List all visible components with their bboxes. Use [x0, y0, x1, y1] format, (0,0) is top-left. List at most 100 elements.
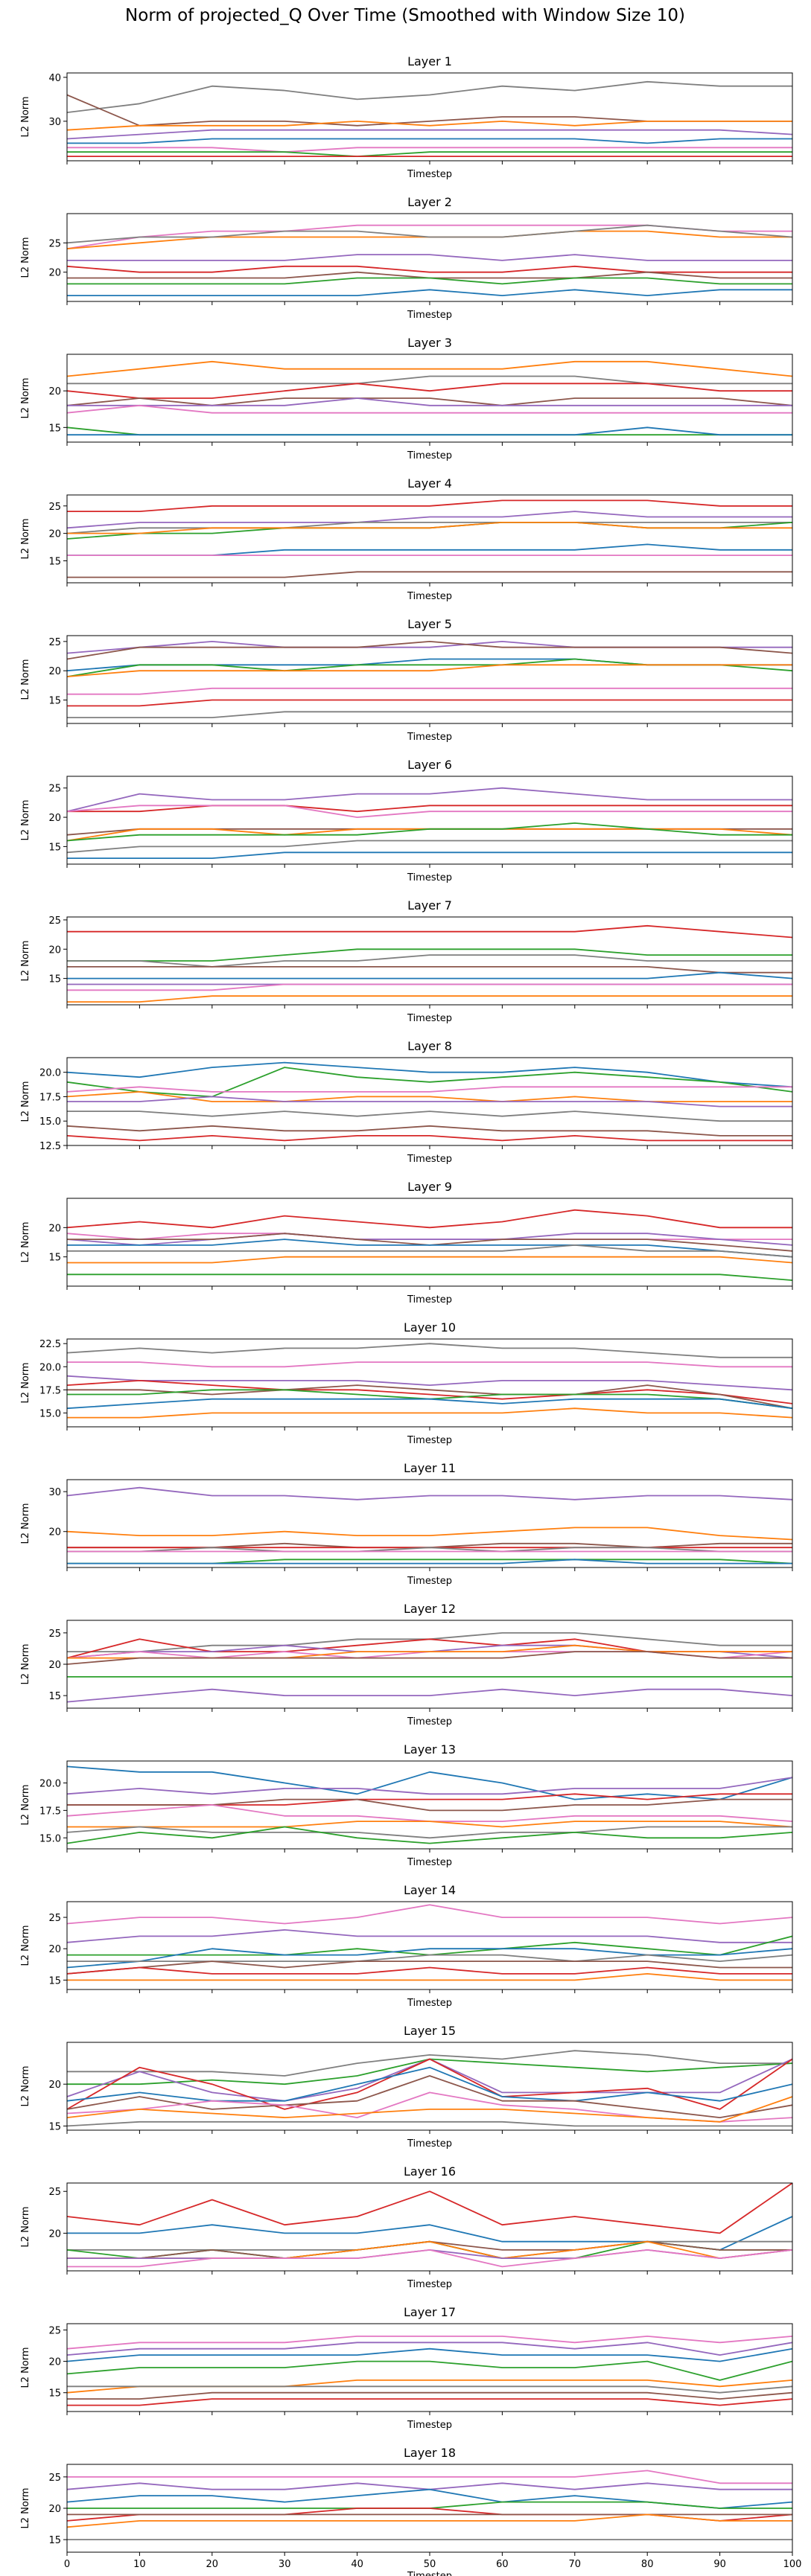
y-tick-label: 20 [48, 2080, 61, 2091]
series-group [67, 787, 792, 859]
y-tick-label: 20 [48, 2228, 61, 2240]
series-line-4 [67, 1091, 792, 1102]
series-line-3 [67, 522, 792, 534]
y-tick-label: 20 [48, 386, 61, 397]
y-axis-label: L2 Norm [20, 2206, 31, 2247]
y-tick-label: 15 [48, 974, 61, 985]
subplot-title: Layer 1 [407, 54, 452, 68]
y-tick-label: 20 [48, 1527, 61, 1538]
series-line-6 [67, 2075, 792, 2119]
x-axis-label: Timestep [407, 732, 452, 743]
axes-frame [66, 776, 793, 865]
series-line-1 [67, 1209, 792, 1229]
x-axis-label: Timestep [407, 2138, 452, 2150]
series-line-6 [67, 1960, 792, 1975]
y-axis-label: L2 Norm [20, 1221, 31, 1262]
series-line-7 [67, 840, 792, 854]
y-axis-label: L2 Norm [20, 1081, 31, 1122]
y-tick-label: 20 [48, 1223, 61, 1234]
x-axis-label: Timestep [407, 1998, 452, 2009]
series-line-2 [67, 1527, 792, 1541]
series-line-2 [67, 1067, 792, 1098]
subplot-layer-3: Layer 3 15 20 Timestep L2 Norm [20, 336, 793, 461]
y-axis-label: L2 Norm [20, 1925, 31, 1966]
series-group [67, 499, 792, 578]
x-axis-label: Timestep [407, 1435, 452, 1446]
series-line-5 [67, 1384, 792, 1410]
y-axis-label: L2 Norm [20, 2347, 31, 2388]
series-line-3 [67, 2058, 792, 2102]
y-axis-label: L2 Norm [20, 1362, 31, 1403]
series-line-4 [67, 397, 792, 406]
subplot-title: Layer 13 [404, 1742, 456, 1757]
x-tick-label: 80 [641, 2559, 654, 2570]
y-tick-label: 15 [48, 842, 61, 853]
series-line-2 [67, 805, 792, 813]
series-group [67, 1209, 792, 1281]
series-line-5 [67, 1804, 792, 1823]
series-line-1 [67, 499, 792, 512]
x-tick-label: 50 [424, 2559, 436, 2570]
subplot-layer-14: Layer 14 15 20 25 Timestep L2 Norm [20, 1883, 793, 2009]
series-line-3 [67, 1086, 792, 1093]
subplot-layer-2: Layer 2 20 25 Timestep L2 Norm [20, 195, 793, 321]
series-line-1 [67, 1765, 792, 1800]
series-line-3 [67, 954, 792, 968]
series-group [67, 360, 792, 436]
series-line-8 [67, 1972, 792, 1981]
axes-frame [66, 635, 793, 724]
series-line-1 [67, 924, 792, 939]
subplot-title: Layer 10 [404, 1320, 456, 1335]
subplot-title: Layer 16 [404, 2164, 456, 2179]
y-tick-label: 25 [48, 502, 61, 513]
series-line-5 [67, 1096, 792, 1108]
series-line-8 [67, 1688, 792, 1703]
y-tick-label: 25 [48, 2473, 61, 2484]
subplot-title: Layer 7 [407, 898, 452, 913]
series-line-8 [67, 995, 792, 1003]
y-tick-label: 25 [48, 2325, 61, 2336]
series-line-6 [67, 543, 792, 556]
figure-title: Norm of projected_Q Over Time (Smoothed … [125, 6, 685, 25]
series-line-6 [67, 2385, 792, 2394]
series-group [67, 2335, 792, 2406]
y-axis-label: L2 Norm [20, 377, 31, 418]
subplot-layer-5: Layer 5 15 20 25 Timestep L2 Norm [20, 617, 793, 743]
series-group [67, 1765, 792, 1844]
subplot-layer-12: Layer 12 15 20 25 Timestep L2 Norm [20, 1602, 793, 1728]
series-group [67, 1486, 792, 1565]
series-line-5 [67, 265, 792, 273]
subplot-layer-13: Layer 13 15.0 17.5 20.0 Timestep L2 Norm [20, 1742, 793, 1868]
series-line-1 [67, 2183, 792, 2234]
series-line-3 [67, 1233, 792, 1246]
series-line-1 [67, 1061, 792, 1088]
series-line-5 [67, 397, 792, 406]
x-axis-label: Timestep [407, 872, 452, 883]
y-tick-label: 20 [48, 1660, 61, 1671]
axes-frame [66, 213, 793, 302]
x-tick-label: 60 [496, 2559, 509, 2570]
series-line-8 [67, 2096, 792, 2123]
series-line-8 [67, 851, 792, 859]
series-line-8 [67, 1135, 792, 1142]
series-line-7 [67, 1966, 792, 1975]
y-axis-label: L2 Norm [20, 940, 31, 981]
x-axis-label: Timestep [407, 591, 452, 602]
series-line-4 [67, 129, 792, 140]
series-group [67, 1343, 792, 1419]
series-line-1 [67, 360, 792, 377]
subplot-layer-17: Layer 17 15 20 25 Timestep L2 Norm [20, 2305, 793, 2431]
x-axis-label: Timestep [407, 2420, 452, 2431]
y-tick-label: 15 [48, 557, 61, 568]
series-line-6 [67, 822, 792, 842]
series-line-3 [67, 1793, 792, 1806]
y-tick-label: 15.0 [39, 1408, 61, 1419]
y-tick-label: 15.0 [39, 1833, 61, 1844]
series-line-9 [67, 2120, 792, 2127]
y-tick-label: 15 [48, 1975, 61, 1987]
y-tick-label: 20 [48, 945, 61, 956]
series-line-4 [67, 2360, 792, 2381]
series-group [67, 80, 792, 158]
y-axis-label: L2 Norm [20, 96, 31, 137]
